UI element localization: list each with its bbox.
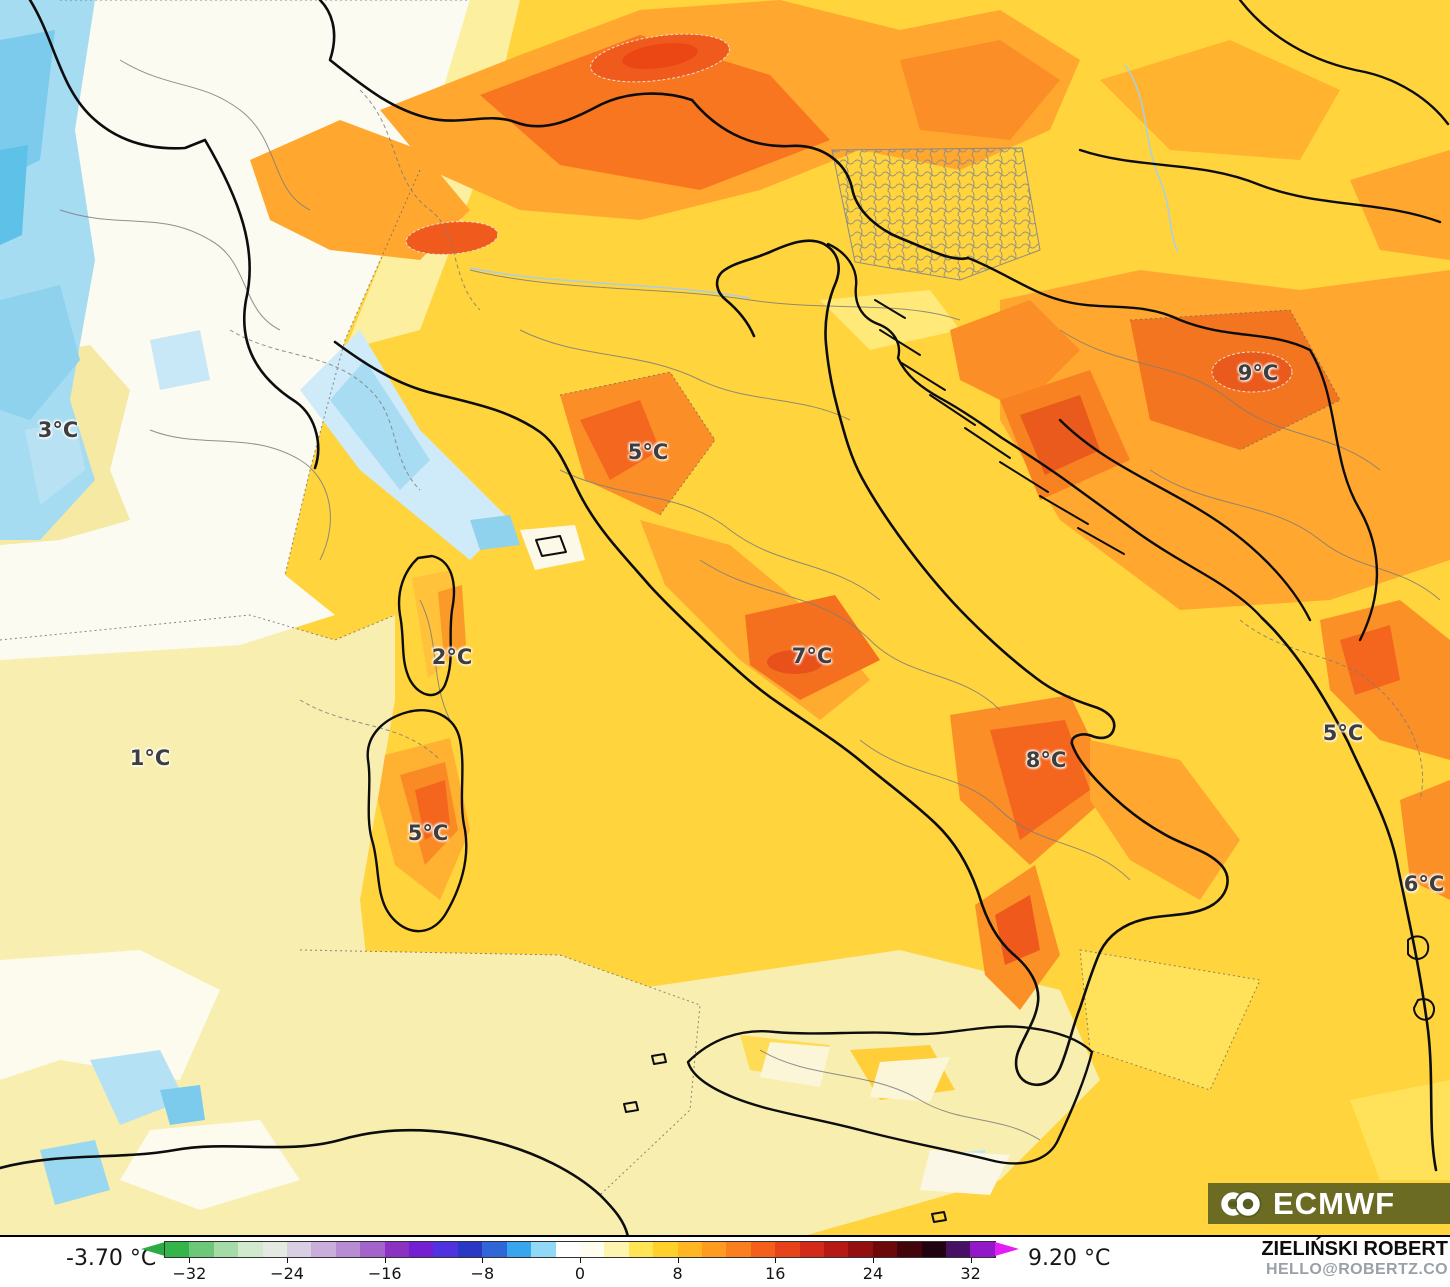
colorbar-segment [409, 1242, 434, 1257]
warm-orange-regions [250, 0, 1450, 1100]
colorbar-tick [677, 1258, 679, 1263]
colorbar-segment [579, 1242, 605, 1257]
colorbar-segment [604, 1242, 629, 1257]
dashed-contours [0, 0, 1341, 1196]
colorbar-tick-label: 8 [672, 1264, 683, 1283]
colorbar-tick-label: 0 [574, 1264, 586, 1283]
colorbar-tick [384, 1258, 386, 1263]
footer: -3.70 °C −32 −24 −16 −8 0 8 16 24 32 9.20 °C ZIE… [0, 1237, 1450, 1287]
colorbar: −32 −24 −16 −8 0 8 16 24 32 [141, 1241, 1019, 1283]
colorbar-segment [360, 1242, 385, 1257]
colorbar-tick [287, 1258, 289, 1263]
colorbar-segment [897, 1242, 922, 1257]
ecmwf-logo-icon [1221, 1190, 1262, 1217]
colorbar-segment [921, 1242, 946, 1257]
colorbar-tick-label: 24 [862, 1264, 884, 1283]
colorbar-segment [970, 1242, 995, 1257]
colorbar-segment [823, 1242, 849, 1257]
colorbar-left-arrow [141, 1242, 165, 1256]
colorbar-segment [384, 1242, 410, 1257]
colorbar-tick-label: −8 [470, 1264, 495, 1283]
colorbar-segment [531, 1242, 556, 1257]
colorbar-right-arrow [995, 1242, 1019, 1256]
white-patches [760, 1042, 1010, 1195]
colorbar-segment [189, 1242, 214, 1257]
colorbar-tick [970, 1258, 972, 1263]
colorbar-gradient [164, 1241, 996, 1258]
colorbar-tick [872, 1258, 874, 1263]
colorbar-segment [238, 1242, 263, 1257]
colorbar-segment [726, 1242, 751, 1257]
colorbar-segment [653, 1242, 678, 1257]
colorbar-segment [628, 1242, 654, 1257]
colorbar-segment [848, 1242, 873, 1257]
colorbar-segment [701, 1242, 727, 1257]
colorbar-segment [335, 1242, 361, 1257]
colorbar-segment [555, 1242, 580, 1257]
colorbar-segment [457, 1242, 483, 1257]
colorbar-max-label: 9.20 °C [1028, 1246, 1111, 1271]
colorbar-segment [262, 1242, 288, 1257]
colorbar-segment [677, 1242, 702, 1257]
admin-borders [59, 59, 1441, 1141]
dense-borders-cluster [831, 147, 1041, 281]
colorbar-tick-label: 32 [960, 1264, 981, 1283]
colorbar-tick [580, 1258, 581, 1263]
attribution-email: HELLO@ROBERTZ.CO [1266, 1261, 1448, 1278]
cold-blue-patches [0, 0, 990, 1205]
temperature-map-canvas [0, 0, 1450, 1235]
rivers [469, 64, 1179, 299]
ecmwf-logo-text: ECMWF [1273, 1186, 1396, 1221]
colorbar-segment [506, 1242, 532, 1257]
country-borders [0, 0, 1450, 1235]
colorbar-tick-label: 16 [765, 1264, 786, 1283]
colorbar-tick-label: −32 [172, 1264, 207, 1283]
colorbar-tick [482, 1258, 484, 1263]
colorbar-tick [189, 1258, 191, 1263]
colorbar-segment [750, 1242, 776, 1257]
colorbar-segment [946, 1242, 971, 1257]
weather-map: 3°C 5°C 9°C 2°C 7°C 1°C 5°C 8°C 5°C 6°C ECMWF [0, 0, 1450, 1237]
colorbar-tick [775, 1258, 777, 1263]
colorbar-segment [311, 1242, 336, 1257]
colorbar-segment [872, 1242, 898, 1257]
ecmwf-logo: ECMWF [1208, 1183, 1450, 1224]
colorbar-tick-label: −16 [367, 1264, 402, 1283]
colorbar-segment [433, 1242, 458, 1257]
colorbar-segment [799, 1242, 824, 1257]
colorbar-tick-label: −24 [270, 1264, 304, 1283]
attribution-name: ZIELIŃSKI ROBERT [1261, 1238, 1448, 1260]
colorbar-segment [213, 1242, 239, 1257]
colorbar-segment [482, 1242, 507, 1257]
attribution: ZIELIŃSKI ROBERT HELLO@ROBERTZ.CO [1261, 1238, 1448, 1279]
colorbar-segment [775, 1242, 800, 1257]
colorbar-segment [287, 1242, 312, 1257]
colorbar-segment [165, 1242, 190, 1257]
